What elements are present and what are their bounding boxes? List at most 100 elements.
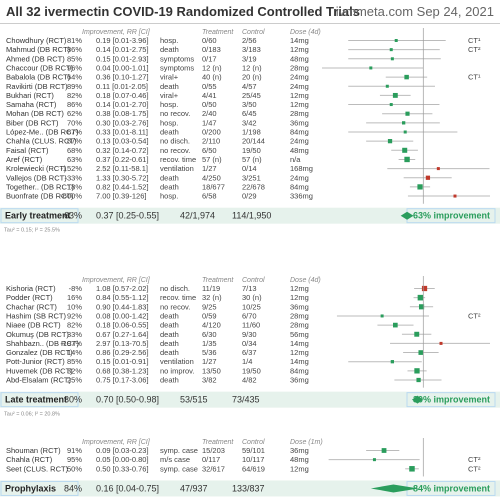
study-name: Kishoria (RCT) xyxy=(6,284,56,293)
study-improvement: 96% xyxy=(67,63,82,72)
study-rr-ci: 0.13 [0.03-0.54] xyxy=(96,137,149,146)
study-control: 3/19 xyxy=(242,54,257,63)
study-rr-ci: 0.15 [0.01-2.93] xyxy=(96,54,149,63)
point-estimate xyxy=(416,377,421,383)
study-control: 3/251 xyxy=(242,173,261,182)
study-improvement: -600% xyxy=(60,192,82,201)
study-control: 2/56 xyxy=(242,36,257,45)
summary-control: 114/1,950 xyxy=(232,211,271,221)
point-estimate xyxy=(421,285,428,292)
study-rr-ci: 1.33 [0.30-5.72] xyxy=(96,173,149,182)
study-outcome: hosp. xyxy=(160,36,178,45)
summary-diamond xyxy=(400,211,414,220)
point-estimate xyxy=(390,360,395,364)
point-estimate xyxy=(404,74,409,80)
summary-rr-ci: 0.16 [0.04-0.75] xyxy=(96,483,159,493)
col-header-control: Control xyxy=(242,29,265,36)
study-name: Shouman (RCT) xyxy=(6,446,61,455)
point-estimate xyxy=(380,314,384,318)
study-control: 59/101 xyxy=(242,446,265,455)
study-name: Buonfrate (DB RCT) xyxy=(6,192,74,201)
summary-label-box xyxy=(0,392,79,408)
ct-marker: CT² xyxy=(468,45,481,54)
study-improvement: 32% xyxy=(67,366,82,375)
study-name: Chaccour (DB RCT) xyxy=(6,63,74,72)
summary-treatment: 42/1,974 xyxy=(180,211,215,221)
page-title: All 32 ivermectin COVID-19 Randomized Co… xyxy=(6,4,360,19)
study-outcome: death xyxy=(160,173,179,182)
study-rr-ci: 0.82 [0.44-1.52] xyxy=(96,182,149,191)
study-name: Podder (RCT) xyxy=(6,293,53,302)
study-control: 0/14 xyxy=(242,164,257,173)
study-improvement: 70% xyxy=(67,118,82,127)
col-header-treatment: Treatment xyxy=(202,29,234,36)
study-name: Hashim (SB RCT) xyxy=(6,311,67,320)
col-header-control: Control xyxy=(242,277,265,284)
study-treatment: 9/25 xyxy=(202,302,217,311)
col-header-improvement: Improvement, RR [CI] xyxy=(82,277,151,284)
study-treatment: 0/117 xyxy=(202,455,220,464)
summary-label: Late treatment xyxy=(5,395,67,405)
study-improvement: 87% xyxy=(67,137,82,146)
study-outcome: no recov. xyxy=(160,146,190,155)
study-dose: 28mg xyxy=(290,109,309,118)
study-outcome: viral+ xyxy=(160,73,179,82)
study-treatment: 4/120 xyxy=(202,321,221,330)
study-improvement: 33% xyxy=(67,330,82,339)
study-outcome: no disch. xyxy=(160,284,190,293)
study-dose: 24mg xyxy=(290,137,309,146)
point-estimate xyxy=(403,130,407,134)
study-treatment: 11/19 xyxy=(202,284,220,293)
study-rr-ci: 0.15 [0.01-0.91] xyxy=(96,357,149,366)
study-control: 0/29 xyxy=(242,192,257,201)
header: All 32 ivermectin COVID-19 Randomized Co… xyxy=(6,4,494,22)
study-treatment: 0/59 xyxy=(202,311,217,320)
study-treatment: 0/50 xyxy=(202,100,217,109)
summary-improvement: 84% xyxy=(64,483,82,493)
point-estimate xyxy=(404,156,410,163)
point-estimate xyxy=(394,39,398,42)
point-estimate xyxy=(390,57,394,61)
study-name: López-Me.. (DB RCT) xyxy=(6,128,79,137)
summary-label: Prophylaxis xyxy=(5,483,56,493)
summary-band xyxy=(0,207,500,224)
study-rr-ci: 0.14 [0.01-2.70] xyxy=(96,100,149,109)
point-estimate xyxy=(392,322,398,328)
study-outcome: viral+ xyxy=(160,91,179,100)
summary-control: 73/435 xyxy=(232,395,260,405)
col-header-control: Control xyxy=(242,439,265,446)
study-name: Pott-Junior (RCT) xyxy=(6,357,65,366)
study-control: 6/70 xyxy=(242,311,257,320)
study-treatment: 1/35 xyxy=(202,339,217,348)
point-estimate xyxy=(387,139,393,144)
study-control: 19/50 xyxy=(242,146,261,155)
study-control: 1/198 xyxy=(242,128,261,137)
study-rr-ci: 0.67 [0.27-1.64] xyxy=(96,330,149,339)
summary-rr-ci: 0.70 [0.50-0.98] xyxy=(96,395,159,405)
study-improvement: 18% xyxy=(67,182,82,191)
study-dose: 336mg xyxy=(290,192,313,201)
study-outcome: death xyxy=(160,376,179,385)
study-outcome: death xyxy=(160,128,179,137)
site-date: ivmmeta.com Sep 24, 2021 xyxy=(335,4,494,19)
study-rr-ci: 0.14 [0.01-2.75] xyxy=(96,45,149,54)
study-control: 3/183 xyxy=(242,45,261,54)
study-rr-ci: 0.19 [0.01-3.96] xyxy=(96,36,149,45)
study-outcome: death xyxy=(160,348,179,357)
heterogeneity-stat: Tau² = 0.06; I² = 20.8% xyxy=(4,412,60,418)
study-improvement: -33% xyxy=(64,173,82,182)
study-improvement: 63% xyxy=(67,155,82,164)
study-outcome: no disch. xyxy=(160,137,190,146)
summary-improvement: 30% xyxy=(64,395,82,405)
study-improvement: -152% xyxy=(60,164,82,173)
study-outcome: no recov. xyxy=(160,109,190,118)
study-outcome: death xyxy=(160,321,179,330)
study-improvement: 92% xyxy=(67,311,82,320)
study-treatment: 12 (n) xyxy=(202,63,222,72)
study-name: Shahbazn.. (DB RCT) xyxy=(6,339,79,348)
point-estimate xyxy=(381,448,387,453)
study-outcome: no improv. xyxy=(160,366,194,375)
study-dose: 12mg xyxy=(290,91,309,100)
study-treatment: 3/82 xyxy=(202,376,217,385)
study-improvement: 82% xyxy=(67,91,82,100)
